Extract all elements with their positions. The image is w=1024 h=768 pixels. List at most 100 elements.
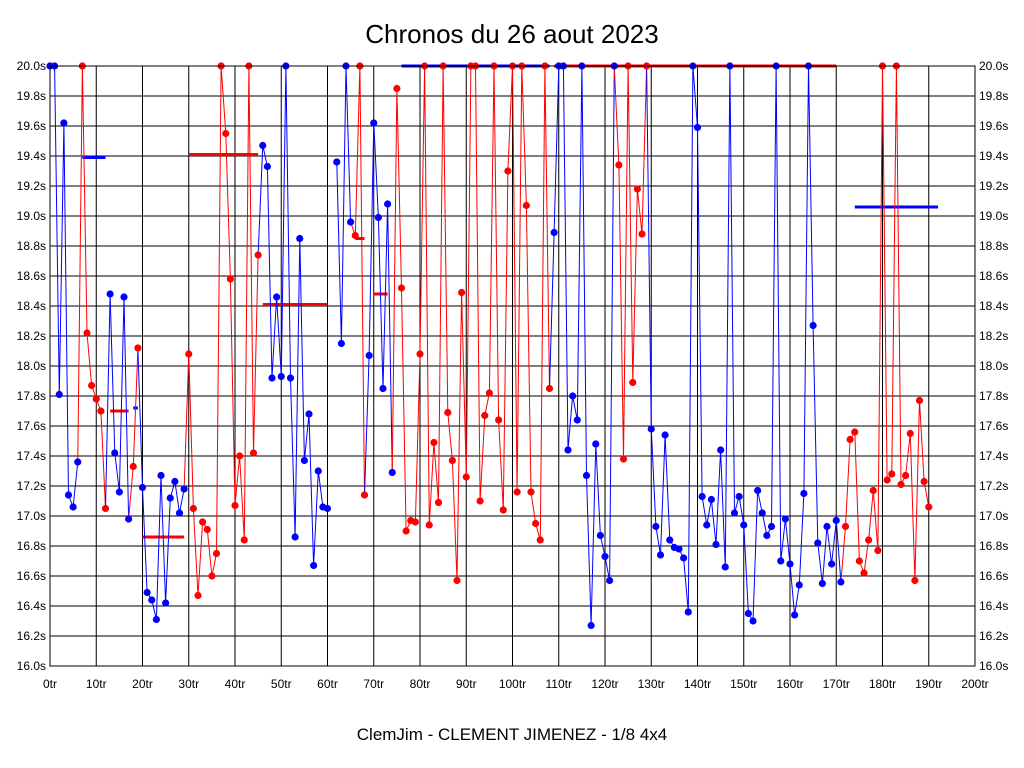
lap-point-red bbox=[397, 284, 406, 292]
series-connector bbox=[105, 293, 111, 509]
lap-point-red bbox=[897, 480, 905, 489]
lap-point-blue bbox=[323, 504, 332, 513]
lap-point-red bbox=[222, 129, 230, 138]
lap-point-blue bbox=[703, 521, 711, 529]
y-tick-label-left: 19.8s bbox=[17, 89, 46, 103]
lap-point-blue bbox=[138, 483, 147, 492]
lap-point-blue bbox=[832, 516, 840, 525]
lap-point-blue bbox=[698, 492, 706, 501]
lap-point-blue bbox=[148, 596, 156, 604]
y-tick-label-right: 18.6s bbox=[979, 269, 1008, 283]
lap-point-red bbox=[883, 476, 891, 484]
lap-point-red bbox=[476, 497, 484, 505]
lap-point-blue bbox=[786, 560, 794, 568]
lap-point-blue bbox=[180, 485, 188, 493]
lap-point-red bbox=[846, 435, 854, 444]
lap-point-red bbox=[633, 185, 641, 193]
y-tick-label-left: 16.2s bbox=[17, 629, 46, 643]
lap-point-blue bbox=[337, 339, 345, 348]
series-connector bbox=[613, 65, 620, 166]
lap-point-red bbox=[430, 438, 438, 447]
lap-point-blue bbox=[735, 492, 743, 501]
lap-point-red bbox=[92, 395, 100, 403]
lap-point-blue bbox=[666, 536, 674, 544]
x-tick-label: 20tr bbox=[132, 677, 153, 691]
lap-point-blue bbox=[365, 351, 373, 360]
lap-point-red bbox=[444, 408, 452, 417]
lap-point-red bbox=[527, 488, 535, 496]
lap-point-red bbox=[189, 504, 197, 513]
lap-point-blue bbox=[661, 431, 669, 439]
series-line-red bbox=[81, 65, 106, 509]
y-tick-label-left: 16.4s bbox=[17, 599, 46, 613]
lap-point-blue bbox=[749, 617, 757, 625]
axis-labels: 16.0s 16.0s 16.2s 16.2s 16.4s 16.4s 16.6s 16.6s… bbox=[17, 59, 1009, 691]
y-tick-label-right: 17.8s bbox=[979, 389, 1008, 403]
lap-point-blue bbox=[791, 611, 799, 619]
y-tick-label-left: 19.6s bbox=[17, 119, 46, 133]
lap-point-red bbox=[499, 506, 507, 514]
x-tick-label: 40tr bbox=[225, 677, 246, 691]
x-tick-label: 10tr bbox=[86, 677, 107, 691]
lap-point-red bbox=[911, 576, 919, 585]
lap-point-blue bbox=[717, 446, 725, 454]
lap-point-blue bbox=[291, 533, 299, 541]
lap-point-blue bbox=[310, 561, 318, 570]
y-tick-label-right: 17.6s bbox=[979, 419, 1008, 433]
lap-point-red bbox=[453, 576, 461, 585]
x-tick-label: 60tr bbox=[317, 677, 338, 691]
lap-point-red bbox=[925, 503, 933, 511]
lap-point-red bbox=[841, 522, 850, 531]
y-tick-label-right: 18.0s bbox=[979, 359, 1008, 373]
lap-point-blue bbox=[550, 228, 558, 237]
lap-point-red bbox=[393, 84, 401, 93]
series-points bbox=[46, 62, 933, 630]
lap-point-blue bbox=[171, 477, 179, 486]
x-tick-label: 180tr bbox=[869, 677, 896, 691]
lap-point-blue bbox=[55, 390, 63, 399]
lap-point-blue bbox=[587, 621, 595, 630]
lap-point-red bbox=[888, 470, 896, 478]
lap-point-red bbox=[199, 518, 207, 526]
y-tick-label-left: 18.4s bbox=[17, 299, 46, 313]
lap-point-blue bbox=[175, 509, 184, 517]
x-tick-label: 120tr bbox=[591, 677, 618, 691]
lap-point-red bbox=[485, 389, 493, 397]
lap-point-red bbox=[360, 491, 369, 499]
lap-point-blue bbox=[675, 545, 683, 553]
lap-point-red bbox=[351, 231, 359, 240]
y-tick-label-left: 19.2s bbox=[17, 179, 46, 193]
series-connector bbox=[183, 353, 190, 490]
series-connector bbox=[257, 145, 264, 256]
series-line-red bbox=[188, 65, 259, 596]
series-line-blue bbox=[336, 65, 352, 344]
lap-point-red bbox=[619, 455, 628, 463]
lap-point-red bbox=[448, 456, 456, 465]
lap-point-blue bbox=[712, 540, 720, 549]
lap-point-red bbox=[536, 536, 544, 544]
lap-point-blue bbox=[740, 521, 748, 529]
lap-point-blue bbox=[333, 158, 341, 166]
y-tick-label-right: 18.4s bbox=[979, 299, 1008, 313]
lap-point-blue bbox=[828, 560, 836, 568]
lap-point-red bbox=[495, 416, 503, 424]
lap-point-blue bbox=[277, 372, 285, 381]
lap-point-blue bbox=[569, 392, 577, 400]
lap-point-blue bbox=[777, 557, 785, 565]
lap-point-blue bbox=[754, 486, 762, 495]
plot-frame bbox=[49, 65, 976, 667]
lap-point-red bbox=[83, 329, 91, 337]
lap-point-blue bbox=[143, 588, 151, 597]
lap-point-red bbox=[425, 521, 433, 529]
lap-point-blue bbox=[305, 410, 313, 418]
lap-point-red bbox=[462, 473, 470, 481]
y-tick-label-right: 19.2s bbox=[979, 179, 1008, 193]
lap-point-red bbox=[212, 549, 221, 558]
lap-point-red bbox=[203, 525, 211, 534]
grid bbox=[49, 65, 976, 667]
series-connector bbox=[840, 526, 846, 583]
lap-point-red bbox=[513, 488, 521, 496]
y-tick-label-right: 19.0s bbox=[979, 209, 1008, 223]
y-tick-label-left: 16.0s bbox=[17, 659, 46, 673]
